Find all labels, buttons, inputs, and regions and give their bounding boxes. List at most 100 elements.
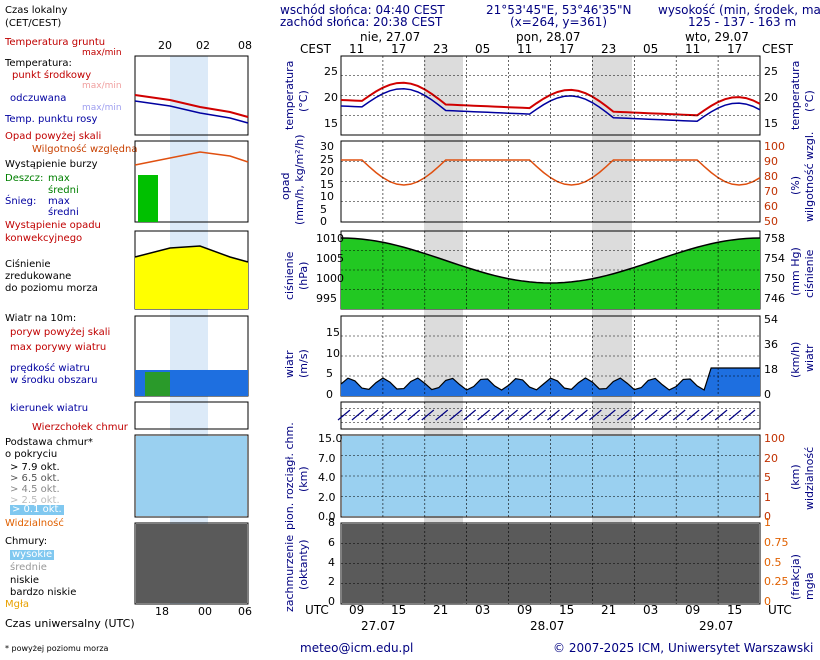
temp-left-tick-1: 20 xyxy=(324,91,338,104)
hour-bottom-03: 03 xyxy=(643,603,659,617)
clouds-right-tick-0: 100 xyxy=(764,432,785,445)
pressure-right-tick-1: 754 xyxy=(764,252,785,265)
legend-rain-bars xyxy=(138,175,158,222)
legend-rain: Deszcz: xyxy=(5,173,44,184)
precip-right-tick-3: 70 xyxy=(764,185,778,198)
clouds-left-tick-4: 0.0 xyxy=(318,510,336,523)
clouds-left-tick-3: 2.0 xyxy=(318,490,336,504)
footer-copyright: © 2007-2025 ICM, Uniwersytet Warszawski xyxy=(553,641,814,655)
legend-panel-frame-4 xyxy=(134,401,249,430)
legend-wind-speed2: w środku obszaru xyxy=(10,375,98,386)
cover-axis-title: zachmurzenie xyxy=(283,534,296,612)
legend-temperature-line xyxy=(134,94,249,118)
clouds-right-tick-1: 20 xyxy=(764,451,778,465)
legend-snow: Śnieg: xyxy=(5,196,37,207)
wind-arrow-48 xyxy=(672,409,686,421)
header-height-title: wysokość (min, środek, max) xyxy=(658,3,820,17)
legend-wind-speed: prędkość wiatru xyxy=(10,363,90,374)
wind-arrow-12 xyxy=(421,409,435,421)
fog-axis-unit: (frakcja) xyxy=(789,554,802,600)
legend-cb: Wierzchołek chmur xyxy=(32,422,128,433)
clouds-left-tick-2: 4.0 xyxy=(318,471,336,484)
wind-left-tick-0: 15 xyxy=(326,326,340,339)
header-height-values: 125 - 137 - 163 m xyxy=(688,15,797,29)
header-coords: 21°53'45"E, 53°46'35"N xyxy=(486,3,632,17)
cover-right-tick-0: 1 xyxy=(764,516,771,529)
wind-right-tick-0: 54 xyxy=(764,313,778,326)
temperature-line xyxy=(340,81,761,117)
legend-soil-maxmin: max/min xyxy=(82,48,122,58)
legend-max-gust: max porywy wiatru xyxy=(10,342,107,353)
humidity-axis-unit: (%) xyxy=(789,175,802,195)
wind-axis-unit: (m/s) xyxy=(297,349,310,378)
legend-temp-maxmin: max/min xyxy=(82,81,122,91)
legend-night-band xyxy=(170,56,208,604)
utc-tick-18: 18 xyxy=(155,605,169,618)
footer-email[interactable]: meteo@icm.edu.pl xyxy=(300,641,414,655)
wind-arrow-24 xyxy=(505,409,518,421)
legend-rain-mid: średni xyxy=(48,185,79,196)
legend-fog: Mgła xyxy=(5,599,29,610)
pressure-left-tick-2: 1000 xyxy=(316,272,344,285)
legend-pressure: Ciśnienie xyxy=(5,259,51,270)
legend-mid-point: punkt środkowy xyxy=(12,70,92,81)
pressure-left-tick-0: 1010 xyxy=(316,232,344,245)
utc-tick-06: 06 xyxy=(238,605,252,618)
precip-right-tick-2: 80 xyxy=(764,170,778,183)
cloud-extent-axis-unit: (km) xyxy=(297,466,310,492)
wind-arrow-36 xyxy=(589,409,602,421)
legend-local-time: Czas lokalny xyxy=(5,5,68,16)
precip-right-tick-5: 50 xyxy=(764,215,778,228)
legend-pressure-area xyxy=(135,246,248,309)
local-tick-08: 08 xyxy=(238,39,252,52)
legend-clouds: Chmury: xyxy=(5,536,48,547)
pressure-axis-unit-right: (mm Hg) xyxy=(789,247,802,296)
legend-precip-above: Opad powyżej skali xyxy=(5,131,102,142)
cest-right: CEST xyxy=(762,42,793,56)
cover-right-tick-4: 0 xyxy=(764,595,771,608)
wind-arrow-40 xyxy=(616,409,630,421)
cest-left: CEST xyxy=(300,42,331,56)
wind-arrow-34 xyxy=(575,409,588,421)
wind-arrow-44 xyxy=(644,409,658,421)
legend-conv2: konwekcyjnego xyxy=(5,233,83,244)
pressure-left-tick-3: 995 xyxy=(316,292,337,305)
legend-wind-dir: kierunek wiatru xyxy=(10,403,89,414)
day-top-2: pon, 28.07 xyxy=(516,30,581,44)
local-tick-20: 20 xyxy=(158,39,172,52)
legend-cloud-extent-bg xyxy=(136,436,247,516)
hour-top-05: 05 xyxy=(643,42,659,56)
legend-conv: Wystąpienie opadu xyxy=(5,220,101,231)
precip-left-tick-3: 15 xyxy=(320,177,334,191)
precip-left-tick-5: 5 xyxy=(320,202,327,216)
cover-left-tick-1: 6 xyxy=(328,535,335,549)
legend-snow-mid: średni xyxy=(48,207,79,218)
hour-bottom-15: 15 xyxy=(391,603,407,617)
day-bottom-1: 27.07 xyxy=(361,619,396,633)
hour-bottom-03: 03 xyxy=(475,603,491,617)
clouds-left-tick-0: 15.0 xyxy=(318,432,343,445)
legend-cover-bg xyxy=(136,524,247,603)
cover-axis-unit: (oktanty) xyxy=(297,539,310,590)
wind-arrow-50 xyxy=(686,409,700,421)
legend-perceived-line xyxy=(134,100,249,124)
legend-utc: Czas uniwersalny (UTC) xyxy=(5,617,135,630)
legend-panel-frame-5 xyxy=(134,434,249,518)
hour-top-11: 11 xyxy=(517,42,533,56)
wind-arrow-0 xyxy=(337,409,351,421)
temp-axis-unit: (°C) xyxy=(297,90,310,112)
wind-right-tick-1: 36 xyxy=(764,338,778,351)
legend-pressure-line xyxy=(134,245,249,263)
precip-left-tick-2: 20 xyxy=(320,165,334,178)
temp-left-tick-2: 15 xyxy=(324,117,338,130)
wind-arrow-54 xyxy=(714,409,728,421)
legend-humidity-line xyxy=(134,151,249,166)
legend-visibility: Widzialność xyxy=(5,518,64,529)
precip-axis-title: opad xyxy=(279,172,292,200)
pressure-left-tick-1: 1005 xyxy=(316,252,344,265)
wind-arrow-20 xyxy=(477,409,491,421)
wind-arrow-42 xyxy=(630,409,644,421)
wind-arrow-52 xyxy=(700,409,714,421)
humidity-axis-title: wilgotność wzgl. xyxy=(803,131,816,222)
legend-okt79: > 7.9 okt. xyxy=(10,462,60,473)
